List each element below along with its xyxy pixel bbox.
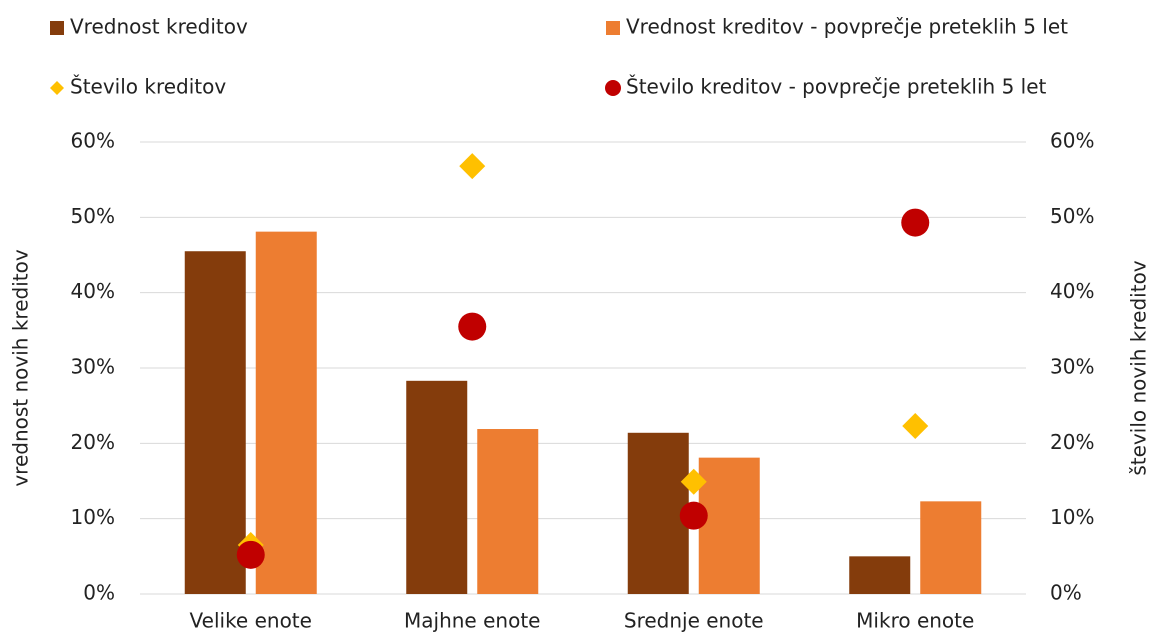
y-tick-label: 50%	[71, 204, 115, 228]
legend-label: Število kreditov - povprečje preteklih 5…	[626, 75, 1047, 99]
x-tick-label: Majhne enote	[404, 609, 540, 633]
diamond-marker	[680, 468, 707, 495]
bar	[255, 231, 317, 594]
bar	[849, 556, 911, 594]
circle-marker	[458, 312, 487, 341]
y-tick-label: 0%	[83, 581, 115, 605]
circle-marker	[236, 540, 265, 569]
bar	[698, 457, 760, 594]
legend-label: Število kreditov	[70, 75, 226, 99]
y2-axis-title: število novih kreditov	[1127, 260, 1151, 475]
y2-tick-label: 0%	[1050, 581, 1082, 605]
y-axis-title: vrednost novih kreditov	[9, 249, 33, 486]
diamond-marker	[459, 153, 486, 180]
y-tick-label: 30%	[71, 355, 115, 379]
legend-label: Vrednost kreditov - povprečje preteklih …	[626, 15, 1068, 39]
circle-marker	[901, 208, 930, 237]
y2-tick-label: 20%	[1050, 430, 1094, 454]
legend-swatch	[50, 21, 64, 35]
y2-tick-label: 10%	[1050, 505, 1094, 529]
bar	[406, 380, 468, 594]
diamond-marker	[902, 413, 929, 440]
legend-swatch	[50, 81, 64, 95]
y2-tick-label: 30%	[1050, 355, 1094, 379]
bar	[184, 251, 246, 594]
legend-swatch	[605, 80, 621, 96]
y-tick-label: 20%	[71, 430, 115, 454]
bar	[627, 432, 689, 594]
y-tick-label: 60%	[71, 129, 115, 153]
x-tick-label: Srednje enote	[624, 609, 764, 633]
bar	[920, 501, 982, 594]
x-tick-label: Mikro enote	[856, 609, 974, 633]
legend-swatch	[606, 21, 620, 35]
y2-tick-label: 60%	[1050, 129, 1094, 153]
y-tick-label: 40%	[71, 279, 115, 303]
legend-label: Vrednost kreditov	[70, 15, 248, 39]
y2-tick-label: 40%	[1050, 279, 1094, 303]
circle-marker	[679, 501, 708, 530]
y2-tick-label: 50%	[1050, 204, 1094, 228]
bar	[477, 429, 539, 594]
x-tick-label: Velike enote	[190, 609, 312, 633]
y-tick-label: 10%	[71, 505, 115, 529]
